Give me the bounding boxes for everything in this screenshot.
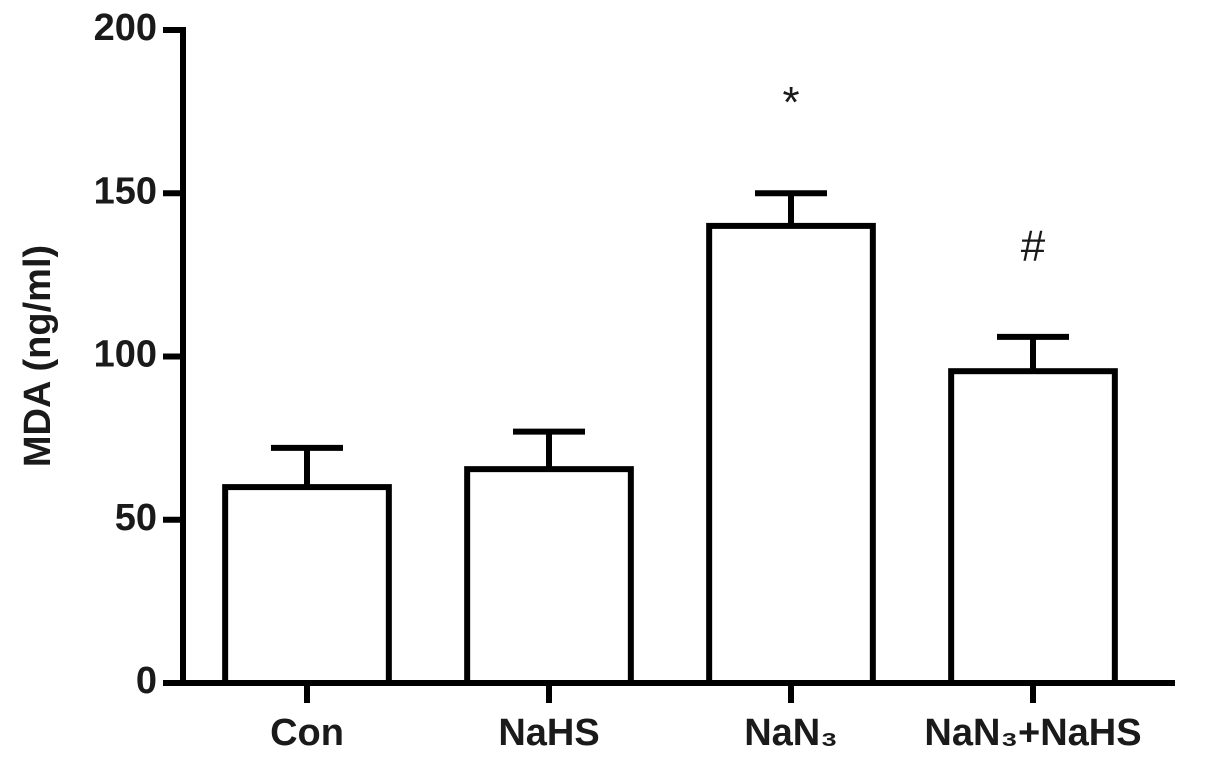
x-tick-label: NaHS <box>498 712 599 754</box>
bar <box>222 484 392 686</box>
y-tick-label: 150 <box>94 170 157 212</box>
y-tick-label: 100 <box>94 334 157 376</box>
annotation: * <box>782 78 799 127</box>
bar <box>464 466 634 686</box>
bar <box>948 368 1118 686</box>
annotation: # <box>1021 222 1046 271</box>
y-tick-label: 0 <box>136 660 157 702</box>
y-tick-label: 200 <box>94 7 157 49</box>
x-tick-label: NaN₃ <box>744 712 838 754</box>
y-axis-label: MDA (ng/ml) <box>17 245 59 467</box>
x-tick-label: Con <box>270 712 344 754</box>
bar <box>706 222 876 686</box>
x-tick-label: NaN₃+NaHS <box>924 712 1141 754</box>
y-tick-label: 50 <box>115 497 157 539</box>
